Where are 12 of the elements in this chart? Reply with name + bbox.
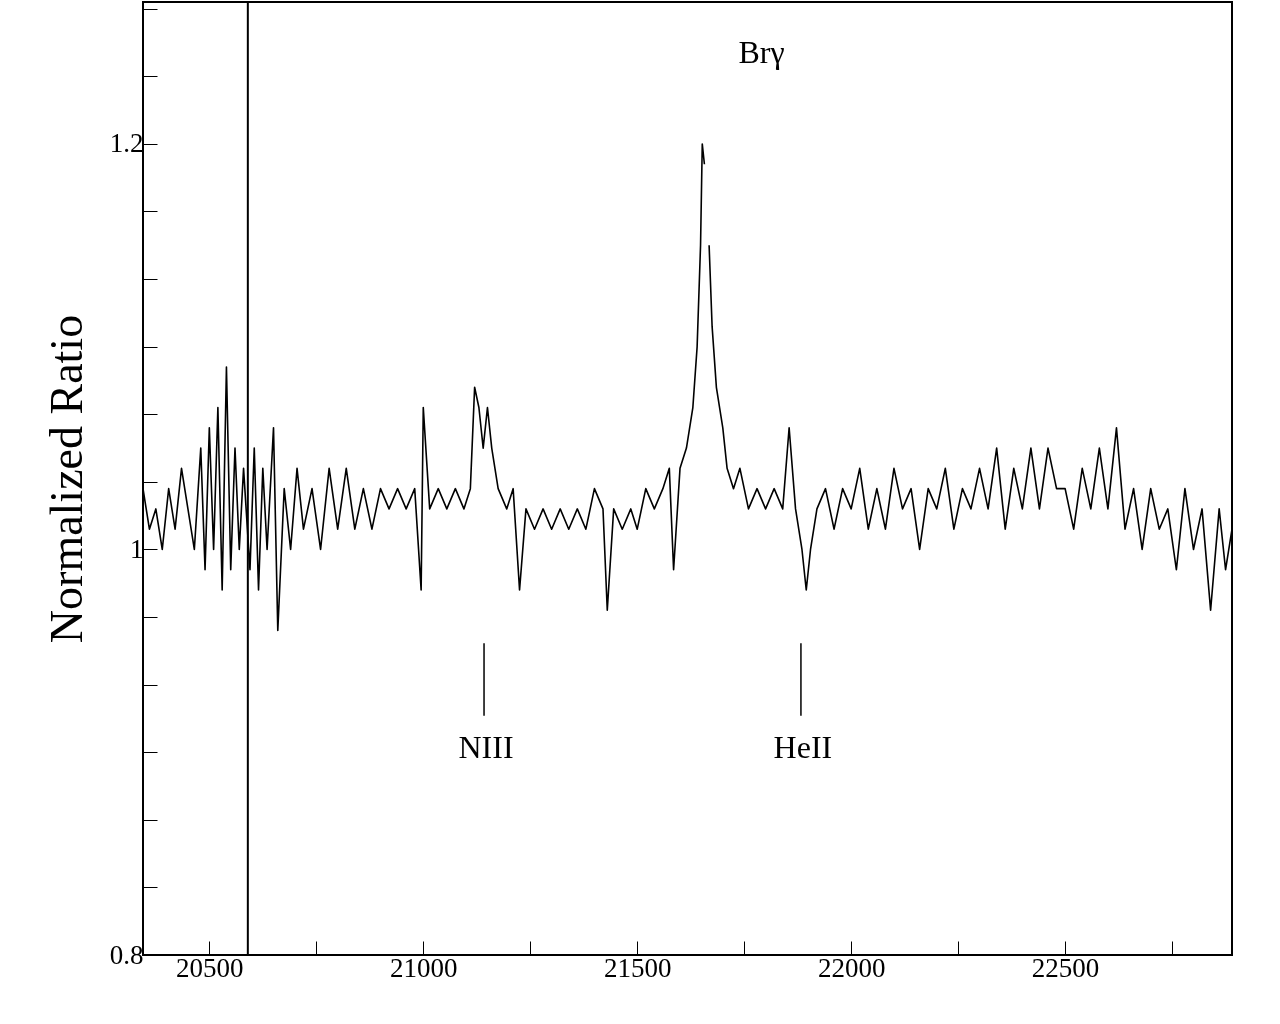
x-tick-label: 21000 bbox=[390, 952, 458, 983]
x-tick-label: 21500 bbox=[603, 952, 672, 983]
y-tick-label: 1.2 bbox=[109, 128, 144, 159]
y-tick-label: 1 bbox=[130, 533, 144, 564]
x-tick-label: 22000 bbox=[817, 952, 886, 983]
annotation: NIII bbox=[458, 729, 514, 766]
x-tick-label: 22500 bbox=[1031, 952, 1100, 983]
annotation: HeII bbox=[773, 729, 833, 766]
y-tick-label: 0.8 bbox=[109, 939, 144, 970]
x-tick-label: 20500 bbox=[176, 952, 244, 983]
annotation: Brγ bbox=[738, 34, 785, 71]
y-axis-title: Normalized Ratio bbox=[40, 314, 92, 644]
